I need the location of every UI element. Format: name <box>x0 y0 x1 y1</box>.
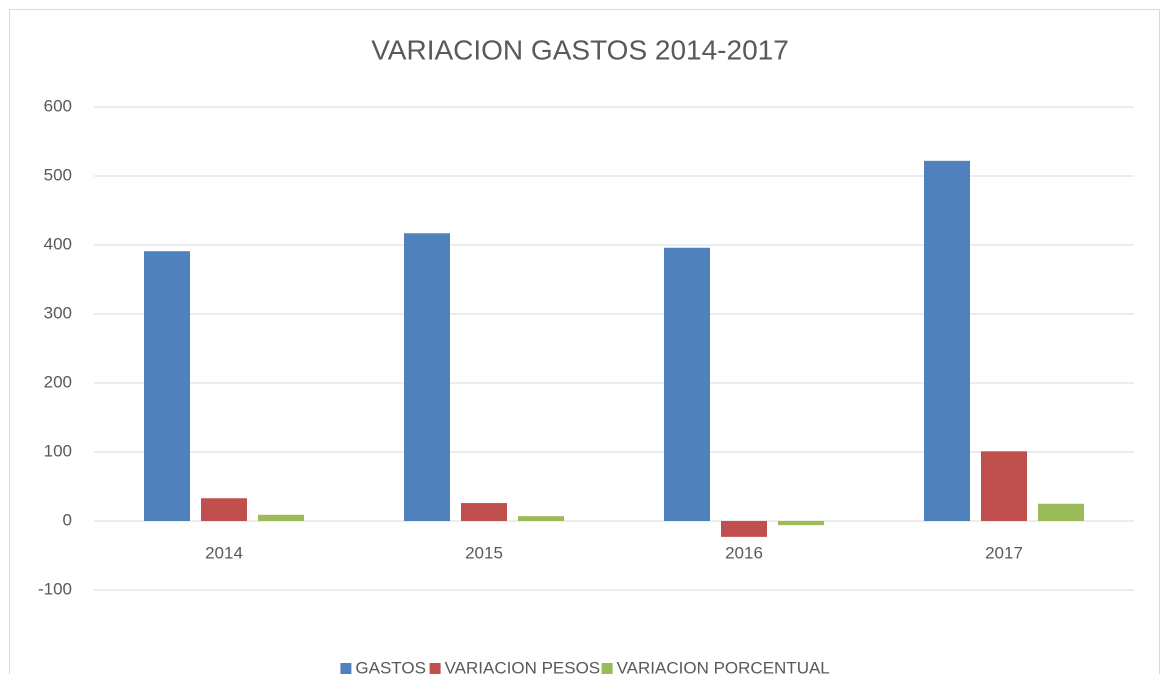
legend-label: VARIACION PESOS <box>445 658 601 674</box>
bar <box>721 521 767 537</box>
chart-title: VARIACION GASTOS 2014-2017 <box>371 34 789 65</box>
bar <box>981 451 1027 521</box>
bar <box>518 516 564 521</box>
y-tick-label: 0 <box>63 510 72 529</box>
x-tick-label: 2017 <box>985 543 1023 562</box>
legend-label: GASTOS <box>355 658 426 674</box>
x-tick-label: 2015 <box>465 543 503 562</box>
bar <box>1038 503 1084 521</box>
y-tick-label: 200 <box>44 372 72 391</box>
bar <box>144 251 190 521</box>
y-tick-label: -100 <box>38 579 72 598</box>
y-tick-label: 400 <box>44 234 72 253</box>
bar <box>664 247 710 521</box>
bar <box>924 160 970 521</box>
bar <box>404 233 450 521</box>
bar <box>778 521 824 526</box>
y-tick-label: 100 <box>44 441 72 460</box>
bar <box>461 503 507 521</box>
legend-swatch <box>601 663 613 674</box>
x-tick-label: 2016 <box>725 543 763 562</box>
legend-swatch <box>340 663 352 674</box>
bar <box>258 514 304 521</box>
y-tick-label: 600 <box>44 96 72 115</box>
bar <box>201 498 247 521</box>
x-tick-label: 2014 <box>205 543 243 562</box>
y-tick-label: 300 <box>44 303 72 322</box>
y-tick-label: 500 <box>44 165 72 184</box>
legend-swatch <box>429 663 441 674</box>
legend-label: VARIACION PORCENTUAL <box>617 658 830 674</box>
